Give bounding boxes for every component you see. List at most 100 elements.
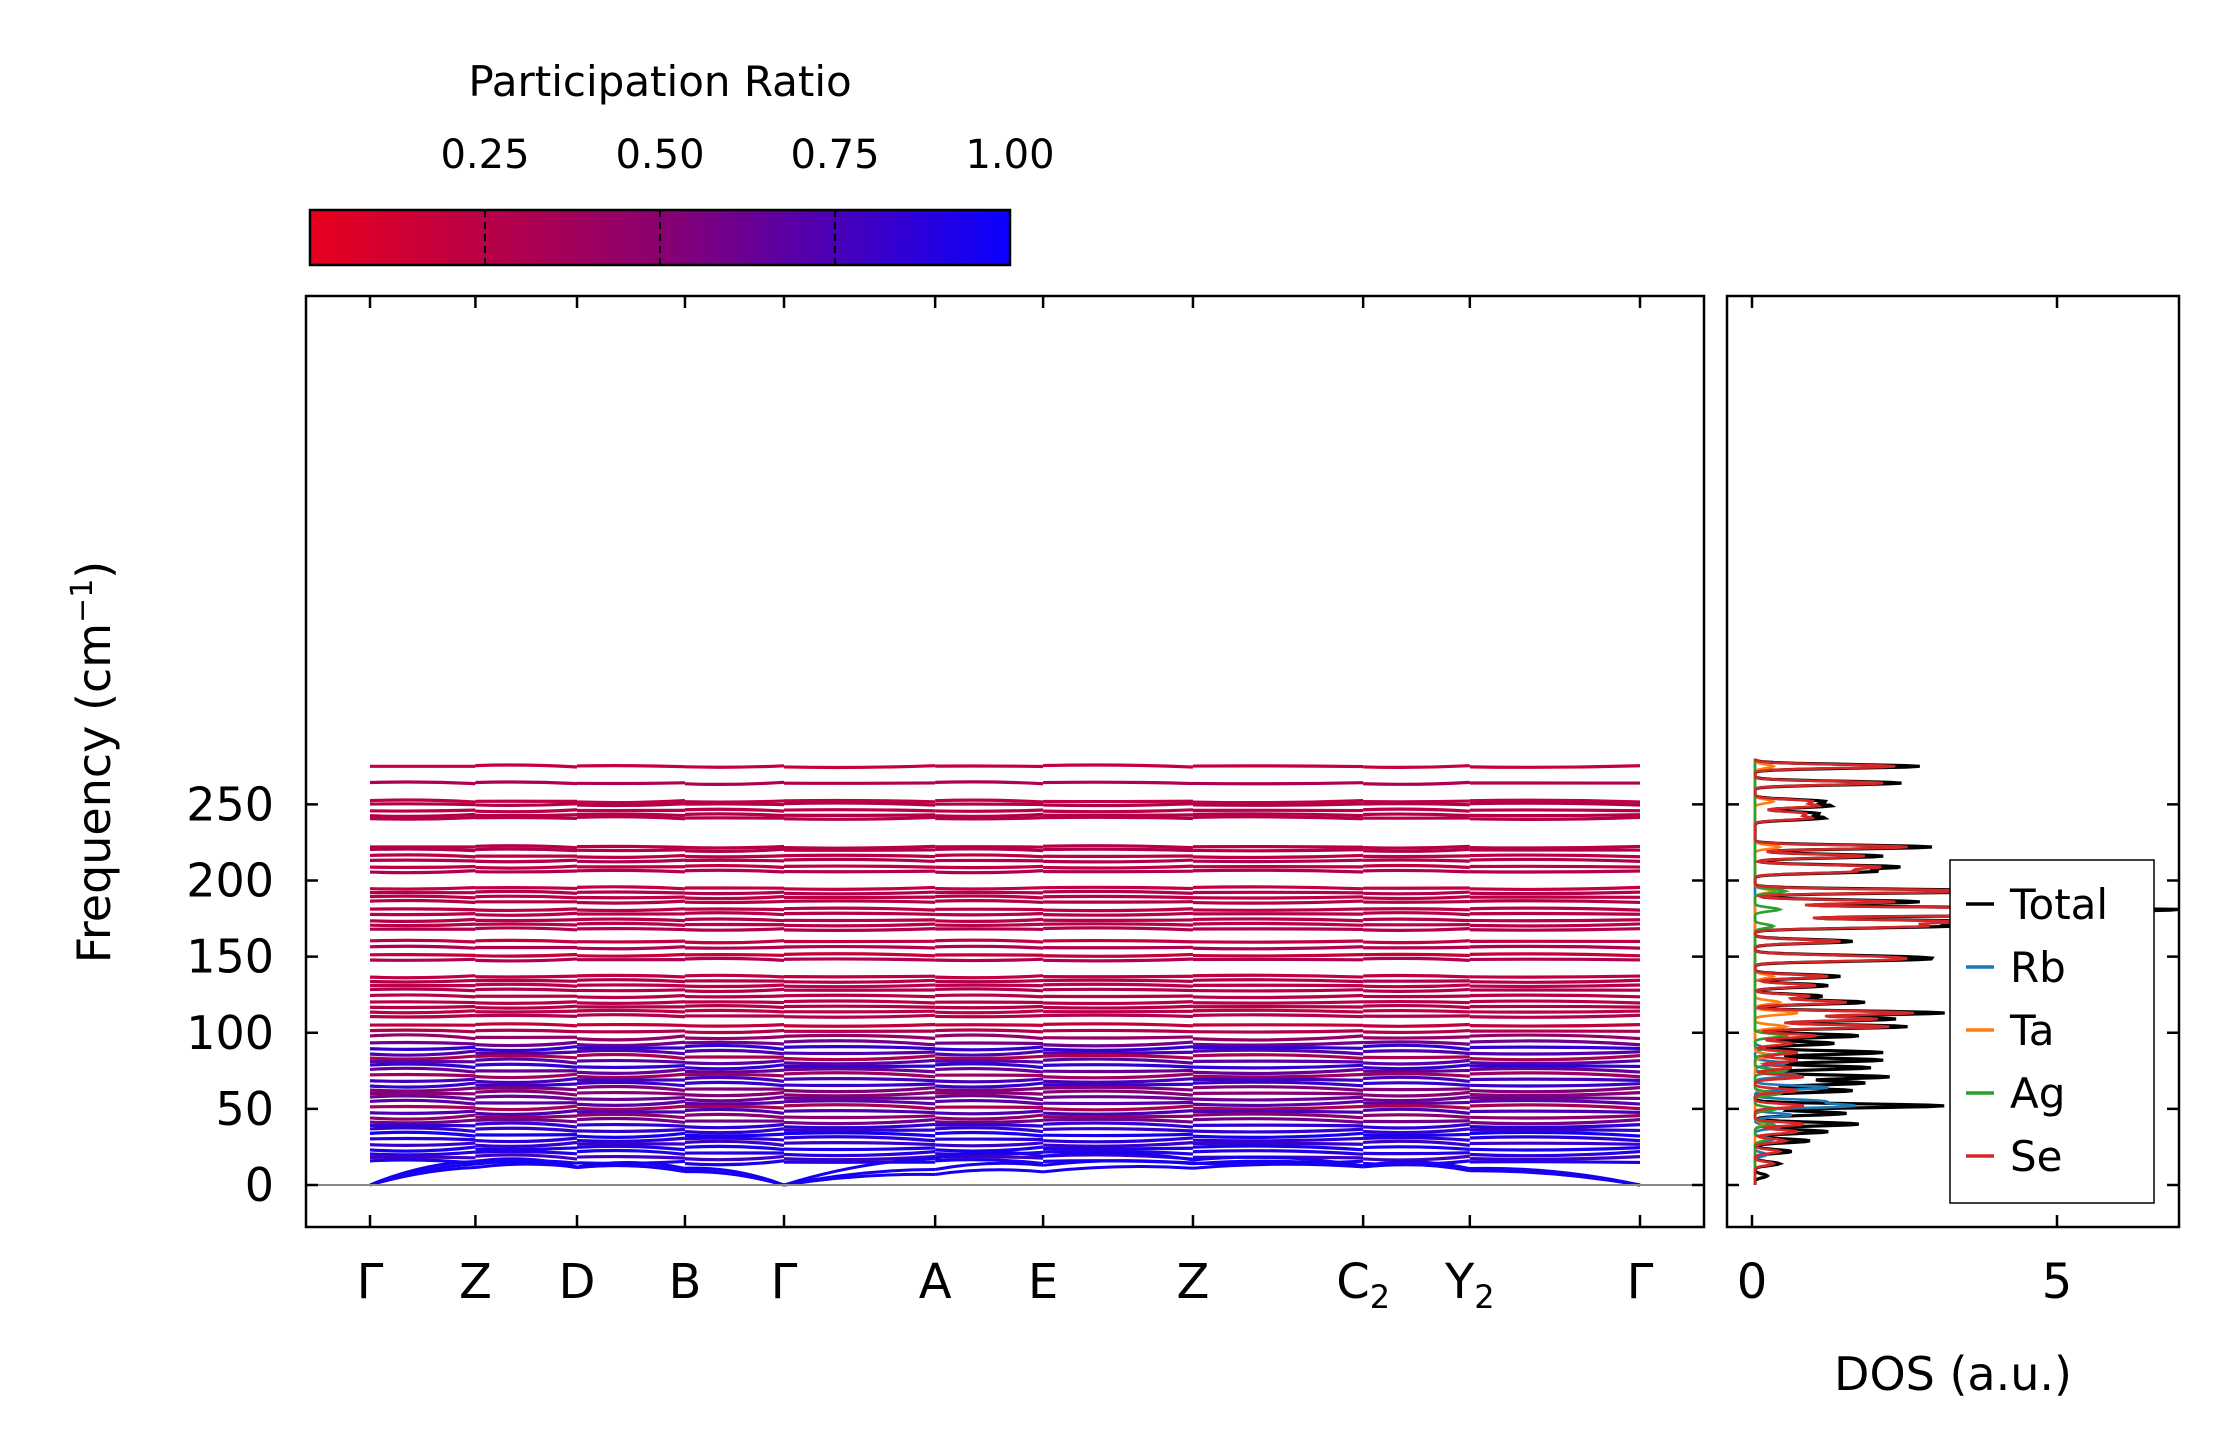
band-segment xyxy=(369,1009,476,1015)
band-segment xyxy=(935,1091,1044,1096)
band-segment xyxy=(1043,938,1194,944)
band-segment xyxy=(935,978,1044,984)
band-segment xyxy=(1192,1136,1364,1143)
band-segment xyxy=(935,1145,1044,1153)
band-segment xyxy=(369,1081,476,1089)
band-segment xyxy=(1469,801,1641,807)
band-segment xyxy=(369,987,476,993)
band-segment xyxy=(684,863,785,870)
band-segment xyxy=(1469,927,1641,932)
band-segment xyxy=(1469,1086,1641,1094)
band-segment xyxy=(576,1064,686,1070)
band-segment xyxy=(1192,945,1364,951)
band-segment xyxy=(576,973,686,979)
band-segment xyxy=(1363,847,1470,853)
band-segment xyxy=(1192,1063,1364,1070)
band-segment xyxy=(475,918,578,923)
band-segment xyxy=(576,848,685,853)
band-segment xyxy=(1043,1077,1194,1084)
band-segment xyxy=(935,894,1044,900)
band-segment xyxy=(1043,1028,1194,1034)
acoustic-branch xyxy=(1192,1155,1364,1168)
band-segment xyxy=(1043,957,1194,963)
band-plot-frame xyxy=(304,294,1706,1229)
kpoint-label: Γ xyxy=(771,1254,798,1310)
band-segment xyxy=(935,944,1044,950)
band-segment xyxy=(475,869,578,874)
band-segment xyxy=(1192,1091,1364,1096)
band-segment xyxy=(783,1131,936,1138)
band-segment xyxy=(684,1022,785,1028)
band-segment xyxy=(475,987,578,993)
band-segment xyxy=(1363,1095,1470,1103)
band-segment xyxy=(576,895,685,900)
band-segment xyxy=(576,926,686,932)
band-segment xyxy=(576,1008,686,1014)
band-segment xyxy=(576,988,685,993)
band-segment xyxy=(935,1081,1044,1089)
band-segment xyxy=(1043,1053,1194,1060)
band-segment xyxy=(1363,945,1470,950)
band-segment xyxy=(783,1033,936,1040)
band-segment xyxy=(935,1126,1044,1134)
band-segment xyxy=(684,802,785,807)
band-segment xyxy=(475,813,578,818)
band-segment xyxy=(475,1126,578,1133)
band-segment xyxy=(684,812,785,818)
band-segment xyxy=(783,1054,936,1062)
band-segment xyxy=(784,974,936,979)
band-segment xyxy=(1043,1109,1194,1116)
band-segment xyxy=(1363,1136,1470,1142)
band-segment xyxy=(576,907,686,913)
band-segment xyxy=(369,1033,476,1041)
band-segment xyxy=(1043,1114,1193,1119)
band-segment xyxy=(684,1154,785,1162)
dos-x-tick-label: 5 xyxy=(2042,1254,2073,1310)
band-segment xyxy=(369,952,476,957)
band-segment xyxy=(1363,764,1470,770)
band-segment xyxy=(1363,1100,1470,1106)
band-segment xyxy=(783,864,936,869)
band-segment xyxy=(935,1123,1044,1128)
kpoint-label: Z xyxy=(459,1254,492,1310)
band-segment xyxy=(783,911,936,917)
band-segment xyxy=(1192,988,1364,993)
kpoint-label: Γ xyxy=(1627,1254,1654,1310)
kpoint-label-subscript: 2 xyxy=(1474,1278,1494,1316)
band-segment xyxy=(783,798,936,804)
band-segment xyxy=(369,922,476,928)
band-segment xyxy=(369,1004,476,1010)
kpoint-label-main: A xyxy=(919,1254,952,1310)
band-segment xyxy=(475,1086,578,1092)
band-segment xyxy=(1363,1008,1470,1014)
band-segment xyxy=(1043,982,1194,988)
frequency-axis: 0 50 100 150 200 250 xyxy=(186,777,1704,1212)
band-segment xyxy=(475,815,578,820)
band-segment xyxy=(935,993,1044,999)
band-segment xyxy=(475,1136,578,1144)
band-segment xyxy=(475,1114,578,1120)
colorbar-tick-label: 0.25 xyxy=(440,132,529,178)
band-segment xyxy=(1043,885,1194,891)
kpoint-label-main: Z xyxy=(1177,1254,1210,1310)
band-segment xyxy=(684,983,785,989)
band-segment xyxy=(1192,1099,1364,1108)
band-segment xyxy=(684,1035,785,1041)
band-segment xyxy=(1043,1132,1194,1138)
band-segment xyxy=(684,1144,785,1152)
band-segment xyxy=(475,1013,578,1018)
band-segment xyxy=(783,983,936,989)
band-segment xyxy=(783,944,936,950)
acoustic-branch xyxy=(684,1166,785,1187)
band-segment xyxy=(369,1130,476,1138)
band-segment xyxy=(1363,1127,1470,1135)
band-segment xyxy=(576,983,686,988)
band-segment xyxy=(475,1140,578,1149)
band-segment xyxy=(935,917,1044,924)
band-segment xyxy=(783,1109,936,1115)
band-segment xyxy=(935,1073,1044,1078)
band-segment xyxy=(1469,1109,1641,1114)
kpoint-label: D xyxy=(559,1254,596,1310)
band-segment xyxy=(1043,1057,1194,1065)
